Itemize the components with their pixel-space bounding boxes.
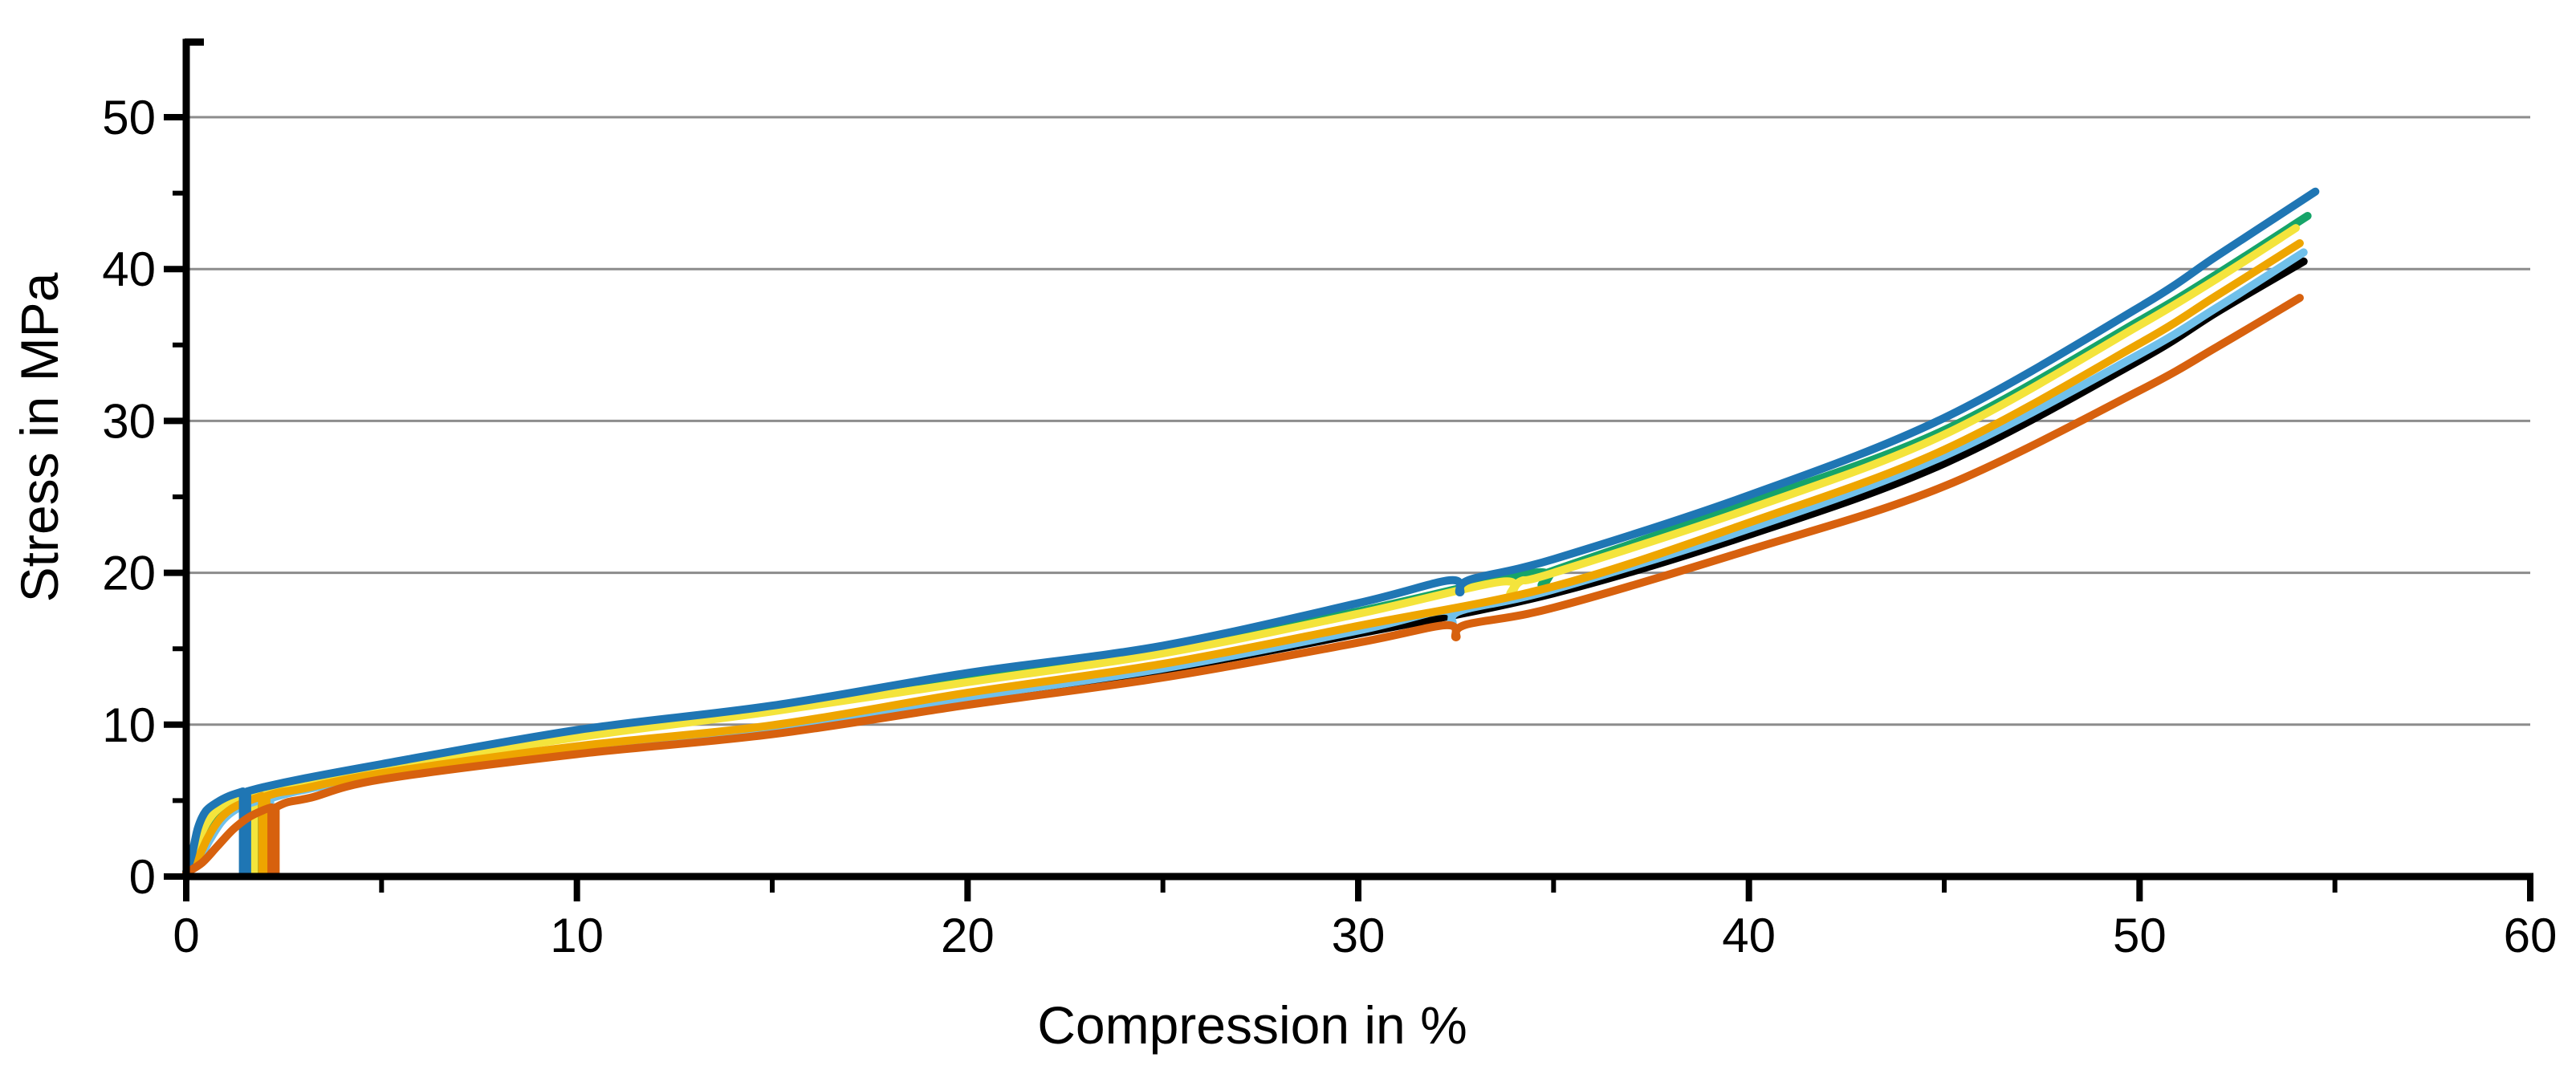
series-curve-amber: [182, 239, 2304, 879]
axes: [164, 38, 2533, 901]
y-tick-label: 50: [102, 91, 156, 144]
x-tick-label: 0: [173, 909, 199, 962]
series-curve-green: [182, 212, 2312, 879]
y-tick-label: 40: [102, 242, 156, 296]
y-tick-label: 20: [102, 547, 156, 600]
series-lines: [182, 187, 2320, 879]
gridlines: [186, 116, 2530, 726]
x-tick-label: 10: [550, 909, 604, 962]
y-tick-label: 0: [129, 850, 156, 904]
series-curve-blue: [182, 187, 2320, 879]
tick-labels: 0 10 20 30 40 50 0 10 20 30 40 50 60: [102, 91, 2557, 962]
x-tick-label: 30: [1332, 909, 1386, 962]
x-tick-label: 20: [941, 909, 995, 962]
x-tick-label: 40: [1722, 909, 1776, 962]
x-tick-label: 50: [2113, 909, 2167, 962]
series-curve-yellow: [182, 224, 2300, 879]
x-tick-label: 60: [2504, 909, 2558, 962]
y-tick-label: 30: [102, 394, 156, 448]
series-curve-dark-orange: [182, 294, 2304, 879]
x-axis-title: Compression in %: [1037, 995, 1467, 1055]
y-axis-title: Stress in MPa: [10, 272, 69, 602]
series-curve-black: [182, 257, 2308, 879]
series-curve-light-blue: [182, 248, 2308, 879]
y-tick-label: 10: [102, 698, 156, 752]
